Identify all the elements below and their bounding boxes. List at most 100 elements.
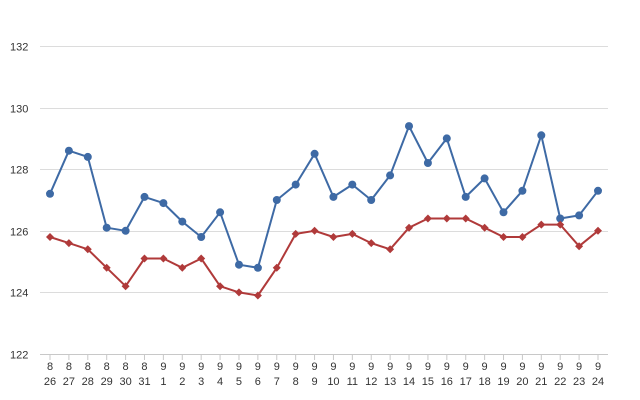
x-tick-month-label: 8 bbox=[123, 361, 129, 373]
data-point bbox=[537, 220, 546, 229]
gridlines bbox=[40, 46, 608, 355]
data-point bbox=[594, 186, 602, 195]
data-point bbox=[46, 232, 54, 241]
data-point bbox=[442, 214, 451, 223]
x-tick-month-label: 9 bbox=[406, 361, 412, 373]
data-point bbox=[140, 192, 149, 201]
data-point bbox=[178, 263, 187, 272]
x-tick-day-label: 31 bbox=[138, 376, 150, 388]
data-point bbox=[291, 180, 300, 189]
y-tick-label: 130 bbox=[10, 104, 28, 116]
data-point bbox=[329, 232, 338, 241]
data-point bbox=[518, 232, 527, 241]
x-tick-month-label: 9 bbox=[519, 361, 525, 373]
data-point bbox=[386, 245, 395, 254]
x-tick-day-label: 28 bbox=[82, 376, 94, 388]
x-tick-month-label: 9 bbox=[293, 361, 299, 373]
data-point bbox=[235, 260, 243, 269]
x-tick-month-label: 9 bbox=[349, 361, 355, 373]
x-tick-day-label: 16 bbox=[441, 376, 453, 388]
x-tick-day-label: 4 bbox=[217, 376, 223, 388]
data-point bbox=[121, 282, 130, 291]
x-tick-month-label: 9 bbox=[595, 361, 601, 373]
y-tick-label: 128 bbox=[10, 165, 28, 177]
x-tick-month-label: 8 bbox=[141, 361, 147, 373]
data-point bbox=[216, 282, 225, 291]
x-tick-day-label: 17 bbox=[460, 376, 472, 388]
series-1-line bbox=[49, 125, 599, 269]
data-point bbox=[253, 291, 262, 300]
y-tick-label: 126 bbox=[10, 227, 28, 239]
x-tick-month-label: 9 bbox=[179, 361, 185, 373]
x-tick-month-label: 8 bbox=[47, 361, 53, 373]
data-point bbox=[159, 199, 168, 208]
x-tick-day-label: 3 bbox=[198, 376, 204, 388]
data-point bbox=[310, 149, 319, 158]
x-tick-month-label: 9 bbox=[576, 361, 582, 373]
x-tick-day-label: 1 bbox=[160, 376, 166, 388]
data-point bbox=[178, 217, 187, 226]
y-tick-label: 124 bbox=[10, 288, 28, 300]
data-point bbox=[272, 196, 281, 204]
data-point bbox=[423, 159, 432, 167]
x-tick-month-label: 9 bbox=[274, 361, 280, 373]
data-point bbox=[367, 239, 376, 248]
x-tick-day-label: 29 bbox=[101, 376, 113, 388]
x-tick-month-label: 9 bbox=[311, 361, 317, 373]
data-point bbox=[442, 134, 451, 143]
x-tick-month-label: 9 bbox=[557, 361, 563, 373]
data-point bbox=[575, 242, 584, 251]
data-point bbox=[537, 131, 546, 140]
x-tick-month-label: 9 bbox=[425, 361, 431, 373]
data-point bbox=[121, 226, 130, 235]
data-point bbox=[556, 220, 565, 229]
data-point bbox=[64, 239, 73, 248]
x-tick-day-label: 12 bbox=[365, 376, 377, 388]
data-point bbox=[461, 192, 470, 201]
data-point bbox=[480, 223, 489, 232]
x-tick-month-label: 8 bbox=[85, 361, 91, 373]
x-tick-day-label: 9 bbox=[311, 376, 317, 388]
x-tick-day-label: 30 bbox=[119, 376, 131, 388]
x-tick-day-label: 24 bbox=[592, 376, 604, 388]
data-point bbox=[159, 254, 168, 263]
x-axis: 8268278288298308319192939495969798999109… bbox=[44, 354, 604, 388]
x-tick-month-label: 9 bbox=[482, 361, 488, 373]
y-tick-label: 132 bbox=[10, 42, 28, 54]
data-point bbox=[197, 254, 206, 263]
x-tick-day-label: 15 bbox=[422, 376, 434, 388]
data-point bbox=[348, 229, 357, 238]
data-point bbox=[310, 226, 319, 235]
x-tick-month-label: 9 bbox=[255, 361, 261, 373]
data-point bbox=[46, 189, 54, 198]
x-tick-month-label: 9 bbox=[463, 361, 469, 373]
x-tick-month-label: 9 bbox=[330, 361, 336, 373]
x-tick-day-label: 21 bbox=[535, 376, 547, 388]
x-tick-month-label: 8 bbox=[104, 361, 110, 373]
x-tick-month-label: 8 bbox=[66, 361, 72, 373]
series-1 bbox=[46, 122, 602, 272]
x-tick-month-label: 9 bbox=[500, 361, 506, 373]
x-tick-month-label: 9 bbox=[444, 361, 450, 373]
data-point bbox=[216, 208, 225, 217]
data-point bbox=[594, 226, 602, 235]
data-point bbox=[518, 186, 527, 195]
data-point bbox=[575, 211, 584, 220]
x-tick-month-label: 9 bbox=[368, 361, 374, 373]
data-point bbox=[367, 196, 376, 204]
x-tick-day-label: 19 bbox=[497, 376, 509, 388]
data-point bbox=[348, 180, 357, 189]
x-tick-day-label: 2 bbox=[179, 376, 185, 388]
x-tick-day-label: 14 bbox=[403, 376, 415, 388]
data-point bbox=[499, 208, 508, 217]
x-tick-day-label: 5 bbox=[236, 376, 242, 388]
data-point bbox=[291, 229, 300, 238]
data-point bbox=[234, 288, 243, 297]
data-point bbox=[102, 223, 111, 232]
x-tick-month-label: 9 bbox=[236, 361, 242, 373]
x-tick-month-label: 9 bbox=[160, 361, 166, 373]
data-point bbox=[461, 214, 470, 223]
x-tick-day-label: 26 bbox=[44, 376, 56, 388]
data-point bbox=[423, 214, 432, 223]
series-group bbox=[46, 122, 602, 300]
